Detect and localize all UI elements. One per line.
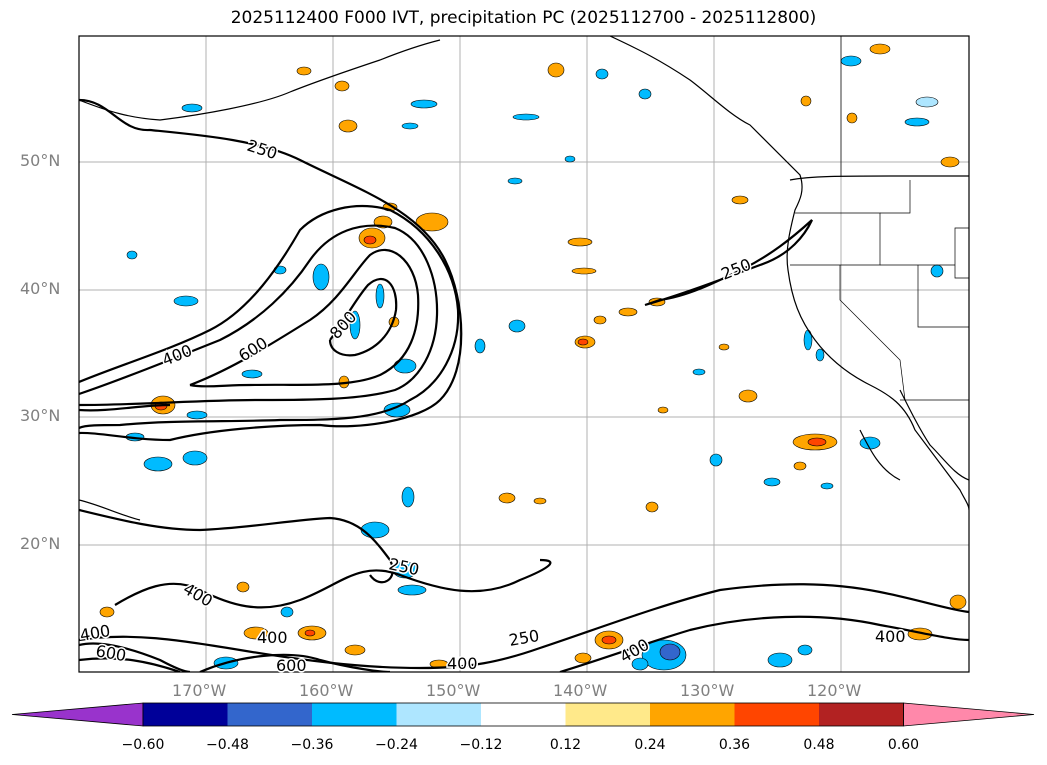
- contour-label: 600: [276, 656, 307, 675]
- contour-label: 400: [257, 628, 288, 647]
- contour-250-outer: [79, 98, 463, 442]
- colorbar-tick-label: −0.60: [121, 737, 165, 753]
- ivt-contours: [79, 98, 969, 672]
- colorbar-segment: [481, 703, 566, 726]
- colorbar-tick-label: 0.12: [549, 737, 582, 753]
- contour-600-inner: [189, 248, 420, 388]
- contour-400: [79, 204, 460, 430]
- colorbar-segment: [734, 703, 819, 726]
- colorbar-segment: [143, 703, 228, 726]
- colorbar-tick-label: 0.24: [634, 737, 666, 753]
- contour-label: 400: [447, 654, 478, 673]
- contour-400-sw: [114, 558, 552, 609]
- colorbar-segment: [396, 703, 481, 726]
- colorbar-tick-label: 0.36: [718, 737, 751, 753]
- lon-label-130w: 130°W: [680, 681, 735, 700]
- contour-250-south: [79, 583, 969, 670]
- lat-label-20n: 20°N: [20, 534, 61, 553]
- lon-label-160w: 160°W: [299, 681, 354, 700]
- lon-label-140w: 140°W: [553, 681, 608, 700]
- colorbar-extend-high: [903, 702, 1035, 727]
- lon-label-150w: 150°W: [426, 681, 481, 700]
- lat-label-40n: 40°N: [20, 279, 61, 298]
- colorbar-tick-label: 0.48: [803, 737, 835, 753]
- contour-south-mid: [79, 508, 394, 584]
- colorbar-tick-label: −0.12: [459, 737, 503, 753]
- contour-600-sw: [79, 642, 191, 672]
- lat-label-50n: 50°N: [20, 151, 61, 170]
- contour-800: [328, 278, 398, 357]
- colorbar-segment: [227, 703, 312, 726]
- plot-area: [79, 36, 969, 672]
- contour-label: 400: [875, 627, 906, 646]
- graticule: [79, 36, 969, 672]
- contour-250-coast: [644, 219, 813, 307]
- lat-label-30n: 30°N: [20, 406, 61, 425]
- contour-600: [79, 224, 439, 407]
- lon-label-170w: 170°W: [172, 681, 227, 700]
- contour-label: 250: [507, 626, 540, 650]
- colorbar-extend-low: [11, 702, 144, 727]
- contour-250-tail: [79, 403, 171, 412]
- colorbar-tick-label: 0.60: [887, 737, 920, 753]
- political-borders: [790, 36, 969, 401]
- colorbar-frame: [142, 702, 904, 727]
- precip-positive-areas: [99, 43, 967, 669]
- colorbar-segment: [819, 703, 904, 726]
- colorbar: [11, 702, 1035, 727]
- contour-400-south: [79, 615, 969, 672]
- colorbar-segment: [650, 703, 735, 726]
- lon-label-120w: 120°W: [807, 681, 862, 700]
- colorbar-segment: [312, 703, 397, 726]
- colorbar-tick-label: −0.48: [206, 737, 249, 753]
- map-title: 2025112400 F000 IVT, precipitation PC (2…: [230, 8, 817, 28]
- coastlines: [79, 36, 969, 521]
- colorbar-tick-label: −0.36: [290, 737, 334, 753]
- plot-frame: [78, 35, 970, 673]
- colorbar-tick-label: −0.24: [375, 737, 418, 753]
- colorbar-segment: [565, 703, 650, 726]
